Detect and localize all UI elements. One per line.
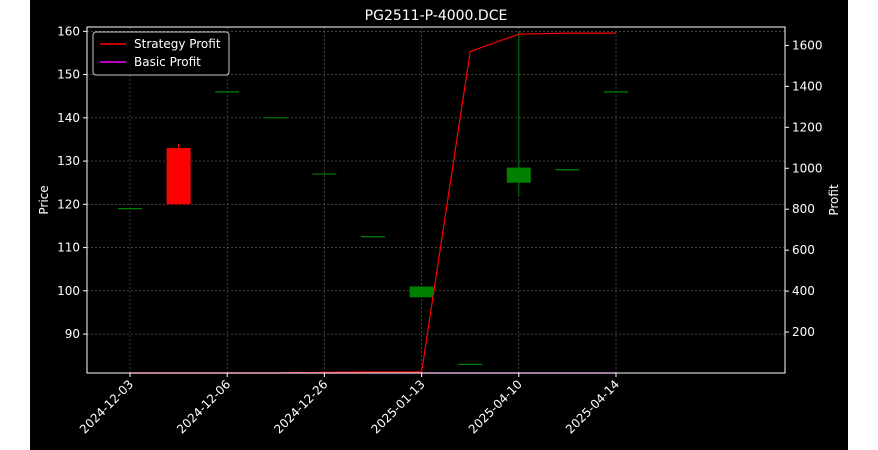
right-tick-label: 200 <box>792 325 815 339</box>
candles <box>118 31 628 365</box>
right-tick-label: 1000 <box>792 161 823 175</box>
legend-strategy-label: Strategy Profit <box>134 37 221 51</box>
right-axis-label: Profit <box>827 184 841 216</box>
right-axis: 200 400 600 800 1000 1200 1400 1600 <box>785 38 823 339</box>
legend-basic-label: Basic Profit <box>134 55 201 69</box>
left-axis-label: Price <box>37 185 51 214</box>
candle-body <box>166 148 191 205</box>
grid <box>87 27 785 373</box>
left-tick-label: 100 <box>57 284 80 298</box>
left-tick-label: 140 <box>57 111 80 125</box>
legend-box <box>92 31 230 76</box>
right-tick-label: 1400 <box>792 79 823 93</box>
left-tick-label: 150 <box>57 68 80 82</box>
candlestick-chart: PG2511-P-4000.DCE 90 100 110 120 130 140 150 16… <box>37 8 841 436</box>
x-tick-label: 2024-12-03 <box>77 377 136 436</box>
left-axis: 90 100 110 120 130 140 150 160 <box>57 24 87 341</box>
x-tick-label: 2025-04-14 <box>563 377 622 436</box>
left-tick-label: 110 <box>57 241 80 255</box>
left-tick-label: 160 <box>57 24 80 38</box>
right-tick-label: 1200 <box>792 120 823 134</box>
chart-canvas: PG2511-P-4000.DCE 90 100 110 120 130 140 150 16… <box>30 0 848 450</box>
right-tick-label: 600 <box>792 243 815 257</box>
x-tick-label: 2024-12-26 <box>271 377 330 436</box>
left-tick-label: 90 <box>65 327 80 341</box>
left-tick-label: 120 <box>57 197 80 211</box>
plot-frame <box>86 26 786 374</box>
candle-body <box>506 167 531 183</box>
x-tick-label: 2024-12-06 <box>174 377 233 436</box>
left-tick-label: 130 <box>57 154 80 168</box>
legend: Strategy Profit Basic Profit <box>92 31 230 76</box>
chart-title: PG2511-P-4000.DCE <box>365 8 508 24</box>
x-axis: 2024-12-03 2024-12-06 2024-12-26 2025-01-13… <box>77 373 622 436</box>
right-tick-label: 800 <box>792 202 815 216</box>
right-tick-label: 1600 <box>792 38 823 52</box>
strategy-profit-line <box>130 32 616 374</box>
profit-lines <box>130 32 616 374</box>
right-tick-label: 400 <box>792 284 815 298</box>
candle-body <box>409 286 434 298</box>
x-tick-label: 2025-01-13 <box>369 377 428 436</box>
x-tick-label: 2025-04-10 <box>466 377 525 436</box>
